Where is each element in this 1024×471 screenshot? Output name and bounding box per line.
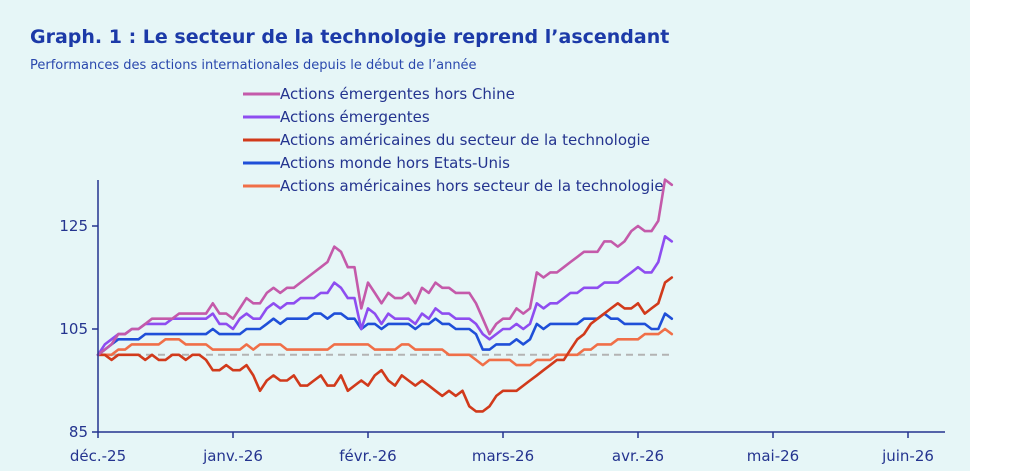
y-tick-label: 125 [59,217,88,235]
legend: Actions émergentes hors Chine Actions éme… [243,85,664,195]
chart-subtitle: Performances des actions internationales… [30,58,477,73]
legend-label: Actions américaines hors secteur de la t… [280,177,664,195]
series-line-2 [96,235,674,357]
series-layer [96,178,674,413]
chart-panel [0,0,970,471]
chart-title: Graph. 1 : Le secteur de la technologie … [30,26,670,48]
y-tick-label: 105 [59,320,88,338]
legend-label: Actions émergentes hors Chine [280,85,515,103]
y-tick-label: 85 [69,423,88,441]
series-line-1 [96,178,674,357]
series-line-3 [96,276,674,413]
series-line-5 [96,327,674,367]
series-line-4 [96,312,674,357]
axes: 85 105 125 déc.-25 janv.-26 févr.-26 mars-26 av… [59,180,945,465]
legend-label: Actions émergentes [280,108,430,126]
x-tick-label: janv.-26 [202,447,263,465]
x-tick-label: déc.-25 [70,447,126,465]
legend-label: Actions américaines du secteur de la tec… [280,131,650,149]
x-tick-label: févr.-26 [339,447,396,465]
x-tick-label: juin-26 [881,447,934,465]
x-tick-label: mars-26 [472,447,534,465]
x-tick-label: avr.-26 [612,447,664,465]
legend-label: Actions monde hors Etats-Unis [280,154,510,172]
x-tick-label: mai-26 [747,447,799,465]
